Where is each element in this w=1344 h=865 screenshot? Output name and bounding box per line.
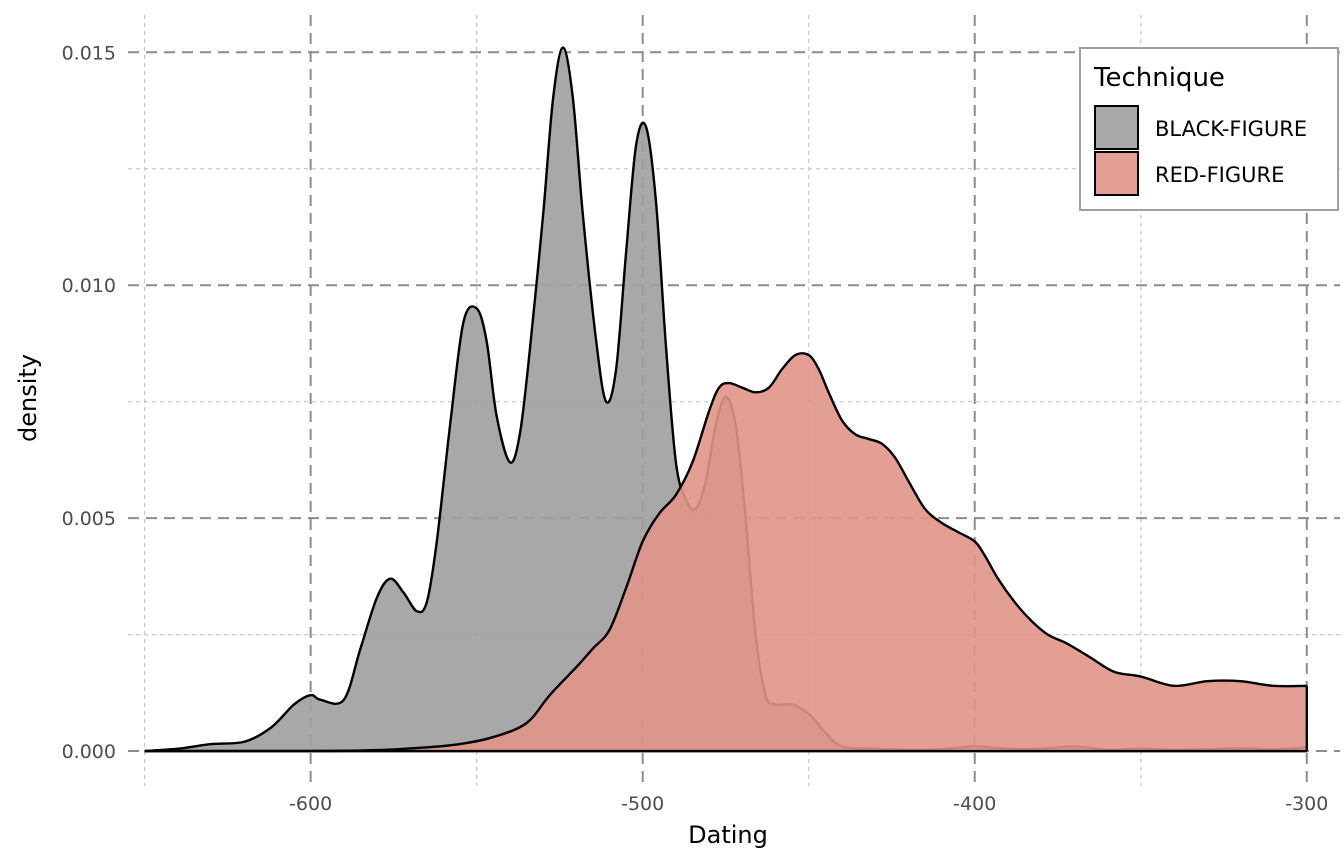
x-axis-tick-labels: -600 -500 -400 -300 <box>289 793 1328 815</box>
y-tick-label: 0.015 <box>62 42 116 64</box>
legend: Technique BLACK-FIGURE RED-FIGURE <box>1079 47 1339 211</box>
y-tick-label: 0.010 <box>62 275 116 297</box>
y-axis-tick-labels: 0.000 0.005 0.010 0.015 <box>62 42 116 763</box>
legend-key-black-figure <box>1094 105 1139 150</box>
density-area-red-figure <box>144 353 1307 752</box>
y-axis-title: density <box>14 354 42 442</box>
x-tick-label: -300 <box>1285 793 1328 815</box>
density-outline-red-figure <box>144 352 1307 753</box>
x-axis-title: Dating <box>688 821 768 849</box>
legend-title: Technique <box>1093 63 1225 93</box>
legend-label-black-figure: BLACK-FIGURE <box>1155 117 1307 141</box>
x-tick-label: -500 <box>621 793 664 815</box>
density-areas <box>144 46 1308 753</box>
legend-label-red-figure: RED-FIGURE <box>1155 163 1284 187</box>
y-tick-label: 0.005 <box>62 508 116 530</box>
x-tick-label: -600 <box>289 793 332 815</box>
x-tick-label: -400 <box>953 793 996 815</box>
y-tick-label: 0.000 <box>62 741 116 763</box>
legend-key-red-figure <box>1094 151 1139 196</box>
